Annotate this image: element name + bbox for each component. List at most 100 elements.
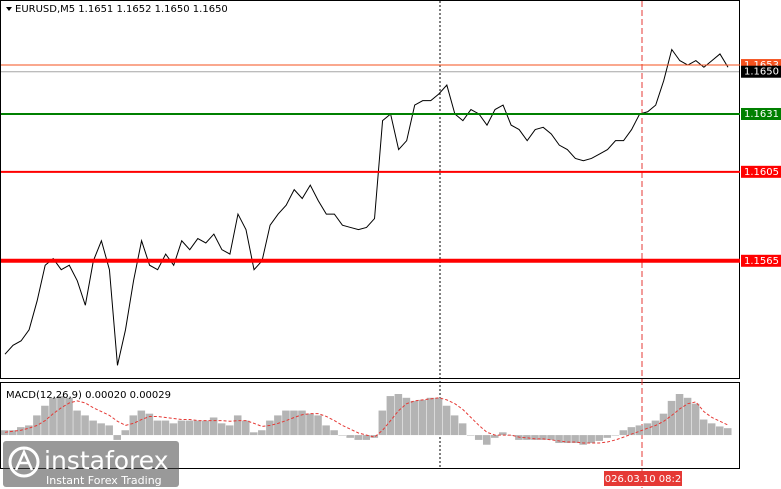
macd-bar [354,435,362,440]
macd-bar [161,420,170,436]
level-label-box [741,107,781,120]
macd-bar [169,423,178,436]
macd-bar [225,425,234,436]
level-label-box [741,165,781,178]
macd-bar [555,435,563,444]
macd-bar [362,435,371,440]
level-label-box [741,65,781,78]
macd-bar [491,435,499,438]
macd-bar [322,425,330,436]
watermark-backdrop [3,441,179,487]
macd-bar [418,399,427,436]
macd-bar [57,396,65,436]
macd-bar [137,410,146,436]
macd-bar [306,413,314,436]
macd-bar [619,430,628,436]
macd-bar [81,415,89,436]
macd-bar [282,410,290,436]
macd-bar [434,397,443,436]
macd-bar [217,423,226,436]
macd-bar [507,435,515,436]
macd-bar [145,413,154,436]
macd-bar [330,430,338,436]
macd-bar [458,423,467,436]
macd-bar [298,410,306,436]
price-line [4,48,729,366]
macd-bar [531,435,539,440]
macd-signal-line [4,397,729,444]
level-label-box [741,254,781,267]
macd-bar [611,435,620,436]
macd-bar [651,420,660,436]
macd-bar [201,420,210,436]
macd-bar [402,397,411,436]
macd-bar [233,415,242,436]
macd-bar [241,420,250,436]
macd-bar [89,420,97,436]
macd-bar [715,426,724,436]
watermark: instaforex Instant Forex Trading [3,441,179,487]
macd-bar [17,427,25,436]
macd-bar [73,410,81,436]
macd-bar [466,435,475,436]
macd-bar [426,397,435,436]
macd-bar [442,405,451,436]
macd-bar [595,435,603,441]
macd-bar [338,435,346,436]
macd-bar [121,430,130,436]
macd-bar [65,397,73,436]
macd-bar [153,420,162,436]
macd-bar [587,435,595,444]
macd-bar [258,430,266,436]
macd-bar [177,420,186,436]
macd-bar [707,423,716,436]
watermark-logo-mark [14,448,34,471]
crosshair-label: 2026.03.10 08:25 [598,474,687,485]
macd-bar [97,423,105,436]
macd-bar [25,425,33,436]
macd-bar [410,400,419,436]
macd-bar [603,435,612,438]
macd-bar [482,435,491,445]
macd-bar [635,425,644,436]
level-label: 1.1653 [744,60,779,71]
macd-bar [386,396,395,436]
level-label: 1.1605 [744,167,779,178]
macd-bar [250,432,258,436]
macd-bar [474,435,483,440]
macd-bar [523,435,531,440]
symbol-arrow [6,7,12,11]
macd-bar [185,420,194,436]
level-label: 1.1650 [744,67,779,78]
macd-bar [539,435,547,440]
macd-bar [450,415,459,436]
macd-bar [563,435,571,444]
macd-bar [129,415,138,436]
macd-bar [683,397,692,436]
macd-bar [547,435,555,440]
macd-bar [0,430,9,436]
macd-bar [699,419,708,436]
macd-bar [314,415,322,436]
macd-bar [9,430,17,436]
macd-bar [579,435,587,445]
macd-bar [113,435,121,440]
price-panel-frame [0,0,740,379]
macd-bar [627,427,636,436]
macd-bar [290,410,298,436]
macd-bar [378,410,387,436]
chart-title: EURUSD,M5 1.1651 1.1652 1.1650 1.1650 [15,4,228,15]
indicator-title: MACD(12,26,9) 0.00020 0.00029 [6,390,171,401]
macd-bar [370,435,379,438]
macd-bar [675,394,684,436]
watermark-tagline: Instant Forex Trading [46,474,162,487]
macd-bar [346,435,354,438]
macd-bar [266,420,274,436]
macd-bar [274,415,282,436]
watermark-name: instaforex [44,446,169,475]
macd-bar [659,413,668,436]
macd-bar [394,394,403,436]
